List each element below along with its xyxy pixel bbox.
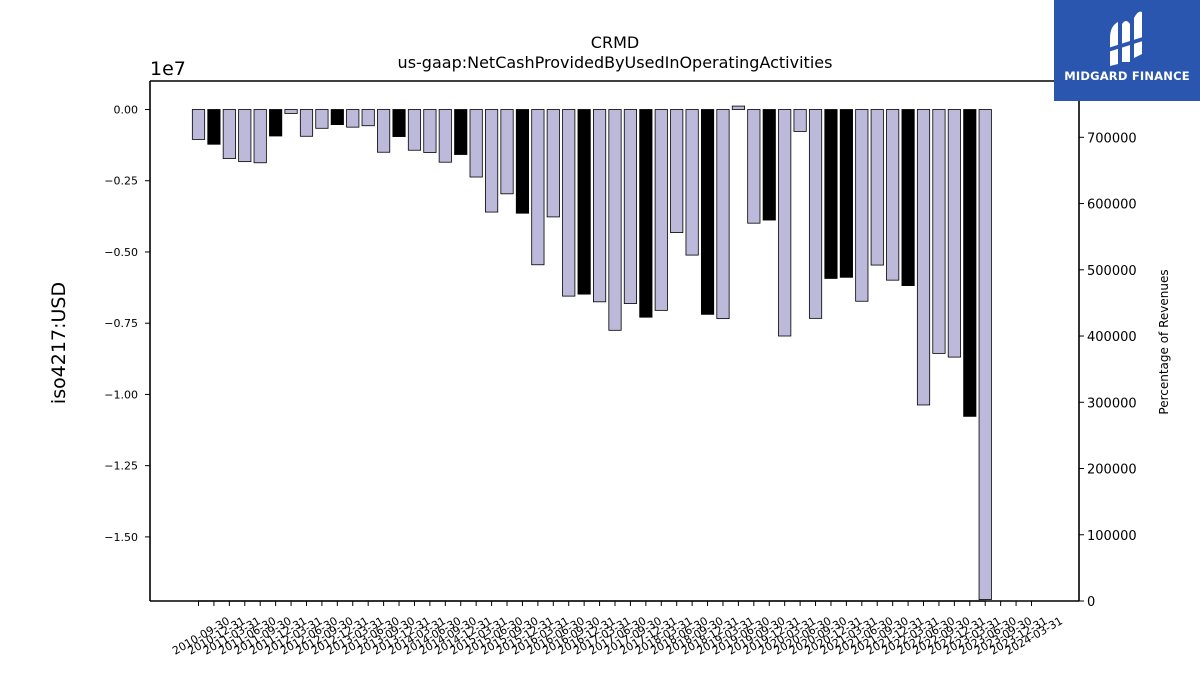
bar	[222, 109, 236, 159]
bar	[423, 109, 437, 153]
bar	[700, 109, 715, 315]
y-tick-label: −0.25	[104, 175, 138, 188]
y2-tick-label: 500000	[1087, 264, 1137, 279]
y-tick-label: −1.50	[104, 531, 138, 544]
bar	[947, 109, 961, 358]
chart-title: CRMD	[591, 33, 639, 52]
bar	[839, 109, 853, 278]
bar	[392, 109, 406, 137]
bar	[515, 109, 530, 214]
bar	[284, 109, 298, 114]
bar	[299, 109, 314, 137]
bar	[855, 109, 869, 302]
bar	[716, 109, 730, 320]
bar	[932, 109, 946, 354]
plot-area: 0.00 −0.25 −0.50 −0.75 −1.00 −1.25 −1.50 0 10000…	[104, 80, 1137, 658]
bar	[500, 109, 514, 195]
bar	[747, 109, 761, 224]
bar	[593, 109, 607, 303]
bar	[731, 105, 745, 110]
bar	[191, 109, 206, 140]
bar	[808, 109, 823, 319]
bar	[978, 109, 992, 600]
bar	[685, 109, 699, 256]
y2-tick-label: 100000	[1087, 529, 1137, 544]
bar	[485, 109, 499, 213]
y2-tick-label: 300000	[1087, 396, 1137, 411]
bar	[531, 109, 545, 266]
y-tick-label: −0.50	[104, 246, 138, 259]
y-axis-label: iso4217:USD	[48, 282, 70, 404]
brand-logo: MIDGARD FINANCE	[1054, 0, 1200, 101]
midgard-logo-icon	[1108, 11, 1146, 66]
bar	[315, 109, 329, 129]
bar	[639, 109, 653, 318]
bar	[824, 109, 838, 279]
bar	[330, 109, 344, 125]
bar	[407, 109, 422, 151]
y-tick-label: −1.00	[104, 388, 138, 401]
bar	[546, 109, 560, 218]
bar	[916, 109, 931, 406]
y2-tick-label: 400000	[1087, 330, 1137, 345]
bar	[269, 109, 283, 137]
bar	[438, 109, 452, 163]
bar	[778, 109, 792, 337]
bar	[886, 109, 900, 281]
bar	[623, 109, 637, 304]
bar	[870, 109, 884, 266]
bar	[577, 109, 591, 295]
y-tick-label: −0.75	[104, 317, 138, 330]
chart-subtitle: us-gaap:NetCashProvidedByUsedInOperating…	[398, 53, 833, 72]
bar	[762, 109, 776, 221]
bar	[253, 109, 267, 164]
y-tick-label: 0.00	[114, 103, 139, 116]
bar	[654, 109, 668, 311]
bar	[793, 109, 807, 132]
bar	[469, 109, 483, 178]
bar	[963, 109, 977, 417]
bar	[377, 109, 391, 153]
y2-tick-label: 600000	[1087, 198, 1137, 213]
y2-axis-label: Percentage of Revenues	[1157, 269, 1171, 414]
bar	[562, 109, 576, 297]
y2-tick-label: 700000	[1087, 131, 1137, 146]
bar	[238, 109, 252, 163]
bar	[454, 109, 468, 155]
bar	[901, 109, 915, 286]
y-tick-label: −1.25	[104, 460, 138, 473]
logo-text: MIDGARD FINANCE	[1064, 69, 1190, 83]
bar	[346, 109, 360, 128]
y2-tick-label: 0	[1087, 595, 1095, 610]
bar	[361, 109, 375, 127]
y2-tick-label: 200000	[1087, 463, 1137, 478]
y-offset-label: 1e7	[150, 58, 186, 80]
bar	[608, 109, 622, 331]
bar	[207, 109, 221, 145]
bar	[670, 109, 684, 233]
